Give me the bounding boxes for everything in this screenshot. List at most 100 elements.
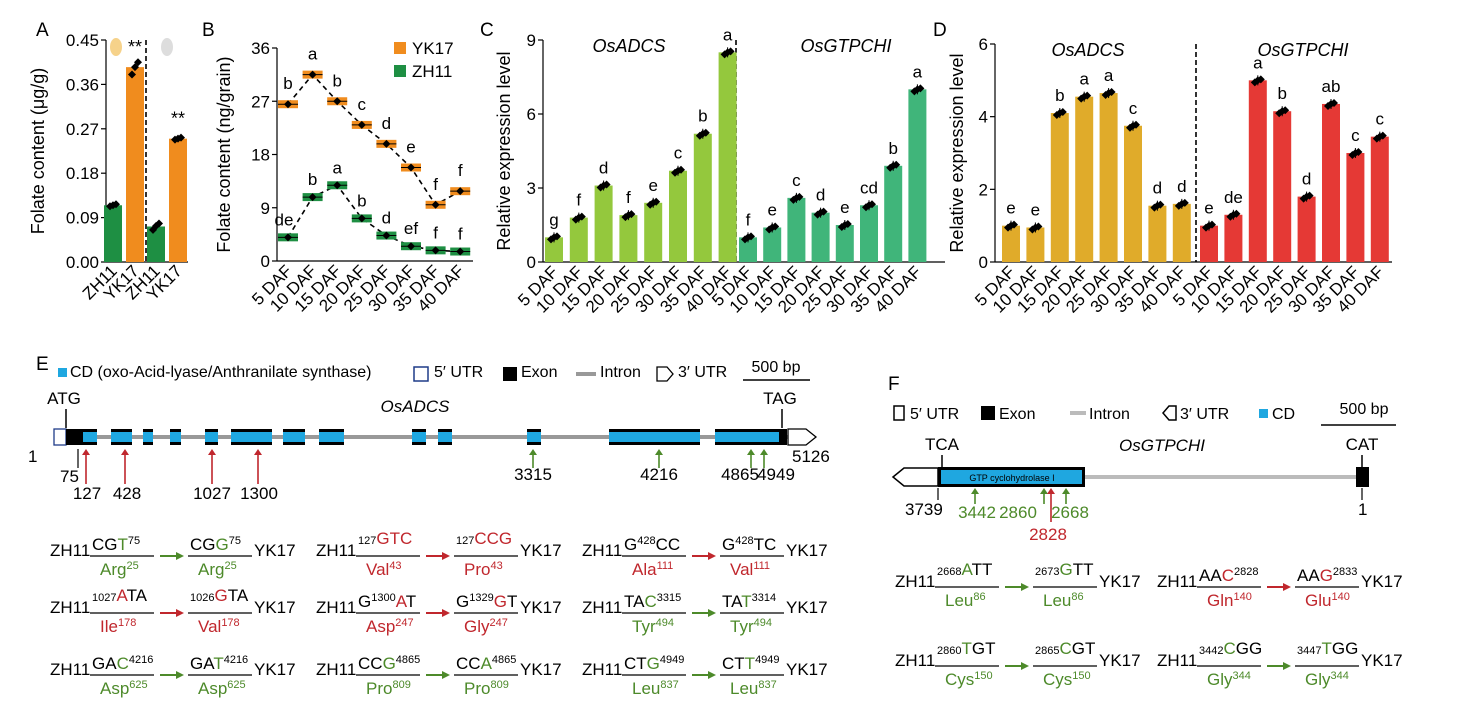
bar [1124, 125, 1142, 262]
significance-label: b [283, 74, 292, 93]
significance-label: f [458, 161, 463, 180]
bar [126, 67, 144, 262]
significance-label: f [746, 210, 751, 229]
significance-label: f [433, 223, 438, 242]
significance-label: a [1104, 66, 1114, 85]
cd-box [143, 432, 153, 442]
data-point [1153, 201, 1162, 210]
amino-acid-label: Val178 [198, 617, 240, 636]
strain-label: ZH11 [1157, 651, 1197, 670]
codon-label: 2865CGT [1035, 639, 1095, 658]
bar [1273, 111, 1292, 262]
y-tick-label: 6 [527, 105, 536, 124]
codon-label: 2673GTT [1035, 560, 1094, 579]
strain-label: ZH11 [582, 541, 622, 560]
legend-label: ZH11 [412, 62, 452, 81]
strain-label: ZH11 [895, 572, 935, 591]
cd-box [715, 432, 782, 442]
codon-label: G1300AT [358, 592, 416, 611]
exon-legend-swatch [503, 367, 517, 381]
data-point [308, 70, 317, 79]
start-codon-label: ATG [47, 389, 81, 408]
data-point [1351, 149, 1360, 157]
significance-label: d [1302, 170, 1311, 189]
y-tick-label: 4 [979, 108, 988, 127]
position-label: 1 [28, 447, 37, 466]
scale-label: 500 bp [752, 359, 801, 376]
data-point [128, 70, 136, 79]
significance-label: e [1204, 199, 1213, 218]
change-arrowhead [176, 552, 184, 560]
bar [1075, 96, 1094, 262]
data-point [1129, 121, 1137, 130]
exon-legend-swatch [981, 406, 995, 420]
change-arrowhead [442, 552, 450, 560]
cd-box [941, 470, 1082, 484]
site-arrowhead [1047, 488, 1055, 494]
codon-label: 127CCG [456, 529, 512, 548]
bar [1224, 214, 1243, 262]
data-point [284, 100, 292, 109]
bar [718, 52, 737, 263]
bar [1200, 225, 1218, 262]
change-arrowhead [1021, 662, 1029, 670]
site-arrowhead [82, 449, 90, 455]
significance-label: b [698, 107, 707, 126]
data-point [649, 198, 658, 207]
data-point [284, 233, 292, 242]
significance-label: d [599, 159, 608, 178]
data-point [840, 221, 849, 229]
gene-name: OsGTPCHI [1257, 40, 1348, 60]
site-label: 4949 [757, 465, 795, 484]
amino-acid-label: Cys150 [945, 670, 993, 689]
amino-acid-label: Gln140 [1207, 591, 1252, 610]
significance-label: ** [171, 109, 185, 129]
bar [669, 170, 687, 262]
site-arrowhead [529, 449, 537, 455]
data-point [1229, 210, 1238, 219]
change-arrowhead [442, 609, 450, 617]
data-point [431, 246, 440, 255]
legend-swatch [394, 65, 406, 77]
data-point [698, 129, 707, 138]
bar [569, 217, 588, 262]
data-point [407, 163, 415, 172]
cd-box [231, 432, 272, 442]
cd-box [283, 432, 305, 442]
utr5-box [53, 428, 67, 446]
series-line [287, 73, 461, 206]
amino-acid-label: Asp625 [198, 679, 246, 698]
significance-label: b [1277, 84, 1286, 103]
position-label: 3739 [905, 500, 943, 519]
strain-label: YK17 [254, 598, 296, 617]
bar [1346, 153, 1365, 262]
significance-label: e [1031, 200, 1040, 219]
utr5-legend-swatch [413, 366, 429, 382]
bar [104, 205, 122, 262]
bar [545, 237, 563, 262]
amino-acid-label: Gly247 [464, 617, 508, 636]
bar [1248, 80, 1267, 262]
gene-diagram-f: 5′ UTR Exon Intron 3′ UTR CD 500 bp TCA CAT OsGT… [891, 401, 1403, 689]
data-point [155, 219, 163, 228]
utr3-legend-swatch [656, 366, 674, 382]
significance-label: ef [404, 219, 418, 238]
y-tick-label: 0 [261, 252, 270, 271]
cd-box [527, 432, 541, 442]
significance-label: a [723, 25, 733, 44]
significance-label: a [1253, 53, 1263, 72]
y-tick-label: 0.45 [66, 31, 99, 50]
bar [884, 165, 903, 262]
amino-acid-label: Leu837 [730, 679, 777, 698]
site-label: 2828 [1029, 525, 1067, 544]
bar [1322, 103, 1340, 262]
site-label: 3442 [958, 503, 996, 522]
change-arrowhead [1283, 583, 1291, 591]
strain-label: ZH11 [316, 598, 356, 617]
legend-label: 3′ UTR [1180, 406, 1229, 423]
strain-label: YK17 [1099, 572, 1141, 591]
panel-label-c: C [480, 20, 494, 41]
strain-label: ZH11 [50, 660, 90, 679]
significance-label: d [382, 209, 391, 228]
bar [763, 227, 782, 262]
